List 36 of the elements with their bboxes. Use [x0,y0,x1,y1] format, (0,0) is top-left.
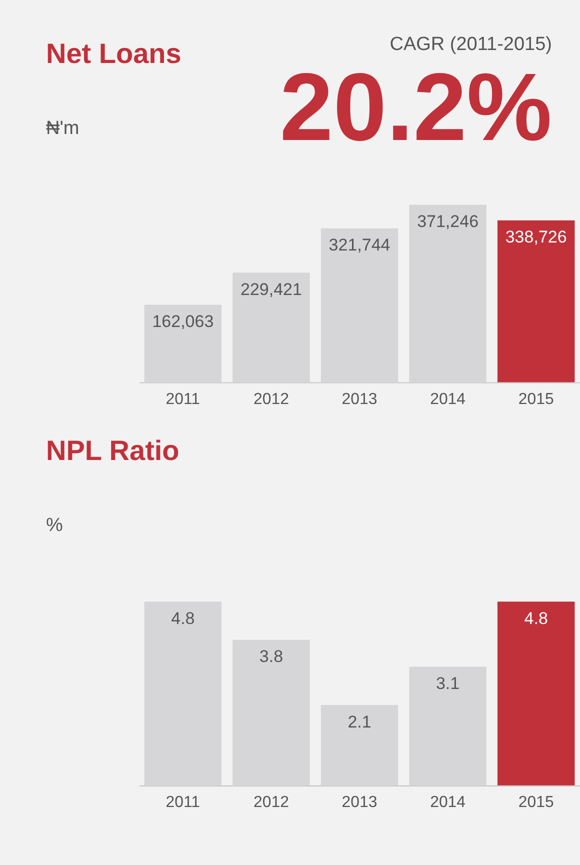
x-tick-label: 2014 [430,794,466,812]
bar [232,640,310,786]
x-tick-label: 2013 [342,391,378,408]
data-label: 2.1 [348,712,372,732]
chart-title: NPL Ratio [46,435,180,467]
data-label: 4.8 [524,608,548,628]
x-tick-label: 2011 [166,794,200,812]
x-tick-label: 2011 [166,391,200,408]
bar [320,704,398,786]
bar [320,228,398,382]
bar [144,304,222,382]
chart-subtitle: ₦'m [46,118,80,140]
x-tick-label: 2015 [518,391,554,408]
bar [497,602,575,786]
chart-title: Net Loans [46,38,182,70]
x-tick-label: 2012 [254,391,290,408]
bar [409,666,486,786]
chart-subtitle: % [46,515,63,537]
x-tick-label: 2012 [254,794,290,812]
bar [409,204,486,382]
data-label: 338,726 [505,228,567,247]
x-tick-label: 2015 [518,794,554,812]
data-label: 162,063 [152,312,214,332]
data-label: 4.8 [171,608,195,628]
bar [232,272,310,382]
x-tick-label: 2014 [430,391,466,408]
data-label: 3.1 [436,674,460,694]
data-label: 229,421 [240,280,302,299]
data-label: 3.8 [259,647,284,666]
data-label: 371,246 [417,212,479,232]
text: 20.2% [280,54,552,161]
text: CAGR (2011-2015) [390,34,552,56]
data-label: 321,744 [328,236,390,255]
bar [497,220,575,382]
x-tick-label: 2013 [342,794,378,812]
bar [144,602,222,786]
